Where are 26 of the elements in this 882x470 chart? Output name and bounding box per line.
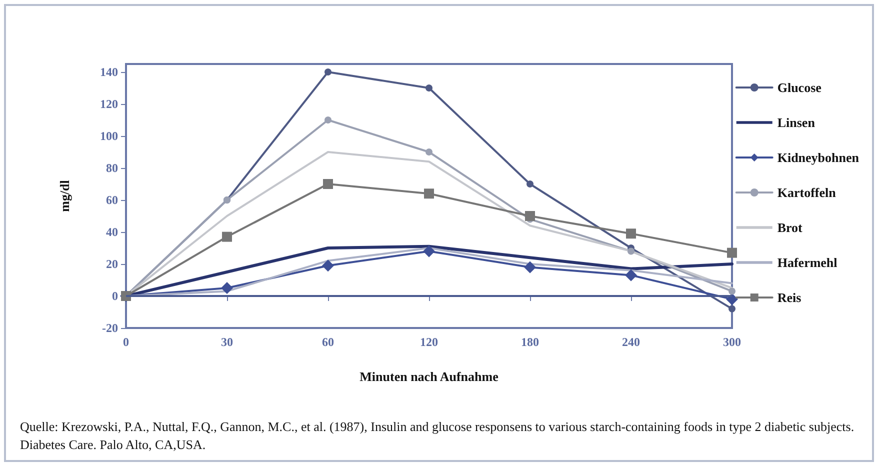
y-tick-label: 20 [106,257,118,271]
y-tick-label: 80 [106,161,118,175]
legend-label: Kartoffeln [777,185,837,200]
legend-label: Hafermehl [777,255,838,270]
legend-label: Reis [777,290,802,305]
x-tick-label: 180 [521,335,539,349]
y-tick-label: 40 [106,225,118,239]
y-tick-label: 0 [112,289,118,303]
x-tick-label: 30 [221,335,233,349]
x-tick-label: 300 [723,335,741,349]
legend-label: Glucose [777,80,822,95]
y-axis-title: mg/dl [57,180,72,212]
source-note: Quelle: Krezowski, P.A., Nuttal, F.Q., Gannon, M.C., et al. (1987), Insulin and glucose responsens to various starch-containing foods in type 2 diabetic subjects. Diabetes Care. Palo Alto, CA,USA. [20,418,856,454]
y-tick-label: 140 [100,65,118,79]
x-tick-label: 0 [123,335,129,349]
legend-label: Brot [777,220,804,235]
y-tick-label: 60 [106,193,118,207]
y-tick-label: 100 [100,129,118,143]
y-tick-label: -20 [102,321,118,335]
y-tick-label: 120 [100,97,118,111]
legend-label: Linsen [777,115,816,130]
x-tick-label: 240 [622,335,640,349]
x-tick-label: 120 [420,335,438,349]
x-tick-label: 60 [322,335,334,349]
x-axis-title: Minuten nach Aufnahme [360,369,499,384]
legend-label: Kidneybohnen [777,150,860,165]
